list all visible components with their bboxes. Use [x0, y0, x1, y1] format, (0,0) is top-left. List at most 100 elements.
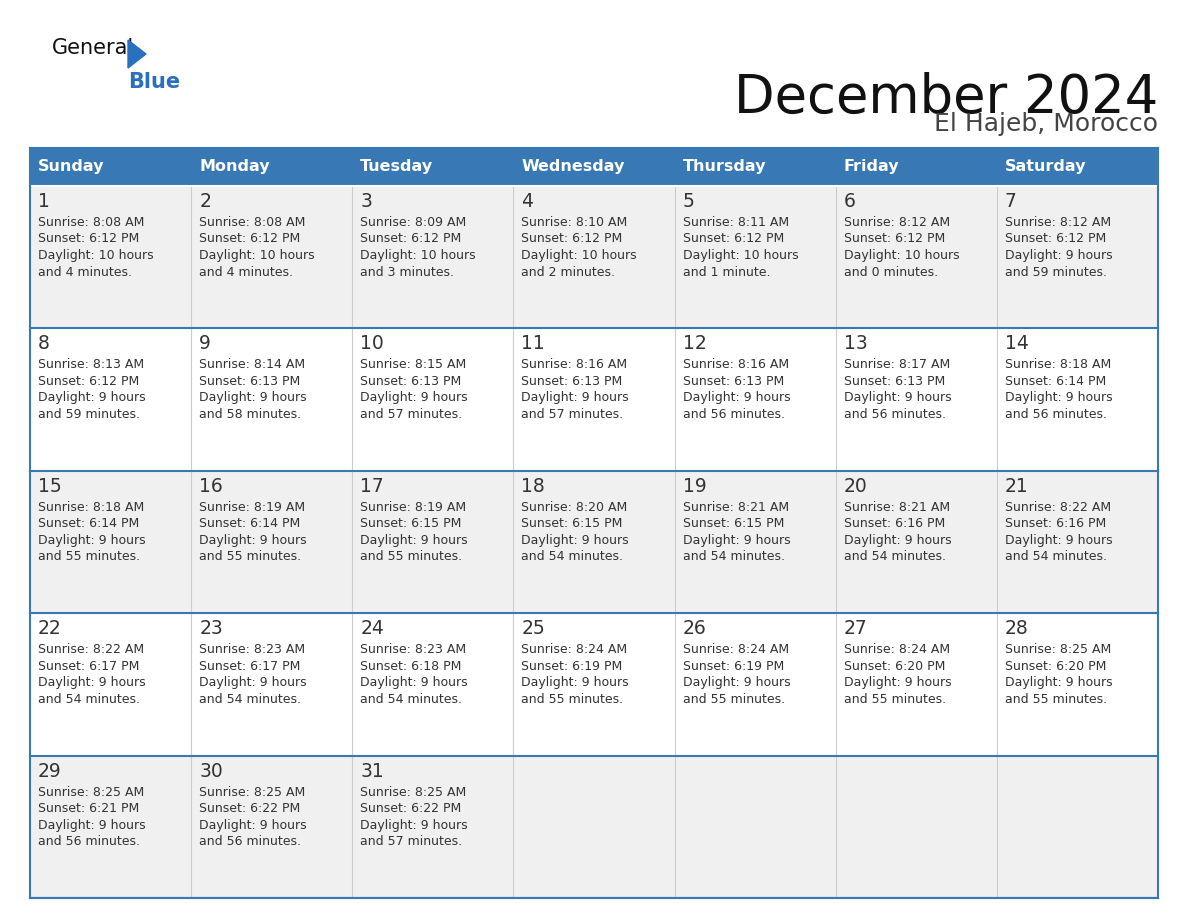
Text: Sunset: 6:17 PM: Sunset: 6:17 PM — [200, 660, 301, 673]
Text: 29: 29 — [38, 762, 62, 780]
Text: and 56 minutes.: and 56 minutes. — [38, 835, 140, 848]
Text: Daylight: 10 hours: Daylight: 10 hours — [200, 249, 315, 262]
Text: Sunset: 6:12 PM: Sunset: 6:12 PM — [38, 375, 139, 388]
Text: Sunrise: 8:23 AM: Sunrise: 8:23 AM — [360, 644, 467, 656]
Text: Sunset: 6:13 PM: Sunset: 6:13 PM — [843, 375, 944, 388]
Text: Sunrise: 8:21 AM: Sunrise: 8:21 AM — [683, 501, 789, 514]
Text: and 0 minutes.: and 0 minutes. — [843, 265, 937, 278]
Text: Daylight: 9 hours: Daylight: 9 hours — [38, 677, 146, 689]
Text: Daylight: 9 hours: Daylight: 9 hours — [360, 819, 468, 832]
Text: Daylight: 9 hours: Daylight: 9 hours — [360, 533, 468, 547]
Text: Sunset: 6:20 PM: Sunset: 6:20 PM — [843, 660, 946, 673]
Text: Blue: Blue — [128, 72, 181, 92]
Text: 28: 28 — [1005, 620, 1029, 638]
Text: and 58 minutes.: and 58 minutes. — [200, 408, 302, 420]
Text: and 54 minutes.: and 54 minutes. — [522, 550, 624, 564]
Text: Sunset: 6:17 PM: Sunset: 6:17 PM — [38, 660, 139, 673]
Text: Sunrise: 8:25 AM: Sunrise: 8:25 AM — [1005, 644, 1111, 656]
Text: December 2024: December 2024 — [734, 72, 1158, 124]
Text: Sunrise: 8:25 AM: Sunrise: 8:25 AM — [38, 786, 144, 799]
Text: Sunset: 6:13 PM: Sunset: 6:13 PM — [522, 375, 623, 388]
Text: and 57 minutes.: and 57 minutes. — [360, 408, 462, 420]
Text: 3: 3 — [360, 192, 372, 211]
Text: and 54 minutes.: and 54 minutes. — [843, 550, 946, 564]
Text: Sunrise: 8:19 AM: Sunrise: 8:19 AM — [200, 501, 305, 514]
Text: Sunrise: 8:18 AM: Sunrise: 8:18 AM — [38, 501, 144, 514]
Text: Daylight: 9 hours: Daylight: 9 hours — [200, 533, 307, 547]
Text: and 56 minutes.: and 56 minutes. — [1005, 408, 1107, 420]
Text: Daylight: 9 hours: Daylight: 9 hours — [843, 533, 952, 547]
Text: Sunset: 6:13 PM: Sunset: 6:13 PM — [360, 375, 461, 388]
Text: Sunrise: 8:14 AM: Sunrise: 8:14 AM — [200, 358, 305, 372]
Text: Sunset: 6:16 PM: Sunset: 6:16 PM — [1005, 518, 1106, 531]
Text: Sunrise: 8:24 AM: Sunrise: 8:24 AM — [683, 644, 789, 656]
Text: Sunrise: 8:09 AM: Sunrise: 8:09 AM — [360, 216, 467, 229]
Text: 27: 27 — [843, 620, 867, 638]
Text: 24: 24 — [360, 620, 384, 638]
Text: Daylight: 10 hours: Daylight: 10 hours — [522, 249, 637, 262]
Text: Sunset: 6:19 PM: Sunset: 6:19 PM — [522, 660, 623, 673]
Text: and 56 minutes.: and 56 minutes. — [843, 408, 946, 420]
Text: Sunrise: 8:18 AM: Sunrise: 8:18 AM — [1005, 358, 1111, 372]
Text: Daylight: 9 hours: Daylight: 9 hours — [200, 819, 307, 832]
Text: and 55 minutes.: and 55 minutes. — [360, 550, 462, 564]
Text: 11: 11 — [522, 334, 545, 353]
Text: 8: 8 — [38, 334, 50, 353]
Text: Sunrise: 8:21 AM: Sunrise: 8:21 AM — [843, 501, 950, 514]
Text: and 57 minutes.: and 57 minutes. — [522, 408, 624, 420]
Text: and 4 minutes.: and 4 minutes. — [200, 265, 293, 278]
Text: and 54 minutes.: and 54 minutes. — [683, 550, 784, 564]
Text: 23: 23 — [200, 620, 223, 638]
Text: Sunset: 6:18 PM: Sunset: 6:18 PM — [360, 660, 462, 673]
Text: 2: 2 — [200, 192, 211, 211]
Text: Friday: Friday — [843, 160, 899, 174]
Bar — [30, 329, 1158, 471]
Text: and 2 minutes.: and 2 minutes. — [522, 265, 615, 278]
Text: 18: 18 — [522, 476, 545, 496]
Text: 9: 9 — [200, 334, 211, 353]
Text: Sunday: Sunday — [38, 160, 105, 174]
Text: Sunset: 6:14 PM: Sunset: 6:14 PM — [200, 518, 301, 531]
Text: and 54 minutes.: and 54 minutes. — [1005, 550, 1107, 564]
Text: Sunrise: 8:19 AM: Sunrise: 8:19 AM — [360, 501, 467, 514]
Bar — [30, 148, 1158, 186]
Text: Sunrise: 8:08 AM: Sunrise: 8:08 AM — [200, 216, 305, 229]
Text: 7: 7 — [1005, 192, 1017, 211]
Text: Sunrise: 8:11 AM: Sunrise: 8:11 AM — [683, 216, 789, 229]
Text: Sunset: 6:21 PM: Sunset: 6:21 PM — [38, 802, 139, 815]
Bar — [30, 613, 1158, 756]
Text: General: General — [52, 38, 134, 58]
Text: Tuesday: Tuesday — [360, 160, 434, 174]
Polygon shape — [128, 40, 146, 68]
Text: and 55 minutes.: and 55 minutes. — [843, 693, 946, 706]
Text: Wednesday: Wednesday — [522, 160, 625, 174]
Text: 14: 14 — [1005, 334, 1029, 353]
Text: Sunrise: 8:22 AM: Sunrise: 8:22 AM — [1005, 501, 1111, 514]
Text: Sunset: 6:12 PM: Sunset: 6:12 PM — [522, 232, 623, 245]
Text: and 4 minutes.: and 4 minutes. — [38, 265, 132, 278]
Text: Sunset: 6:14 PM: Sunset: 6:14 PM — [38, 518, 139, 531]
Text: 1: 1 — [38, 192, 50, 211]
Text: Daylight: 9 hours: Daylight: 9 hours — [522, 533, 630, 547]
Text: Sunrise: 8:17 AM: Sunrise: 8:17 AM — [843, 358, 950, 372]
Text: Sunrise: 8:20 AM: Sunrise: 8:20 AM — [522, 501, 627, 514]
Text: Daylight: 9 hours: Daylight: 9 hours — [683, 391, 790, 405]
Text: Sunrise: 8:24 AM: Sunrise: 8:24 AM — [843, 644, 950, 656]
Text: 13: 13 — [843, 334, 867, 353]
Text: and 54 minutes.: and 54 minutes. — [200, 693, 301, 706]
Text: Sunrise: 8:15 AM: Sunrise: 8:15 AM — [360, 358, 467, 372]
Text: Daylight: 9 hours: Daylight: 9 hours — [360, 391, 468, 405]
Text: Daylight: 9 hours: Daylight: 9 hours — [1005, 249, 1112, 262]
Bar — [30, 471, 1158, 613]
Text: Daylight: 9 hours: Daylight: 9 hours — [38, 819, 146, 832]
Text: Daylight: 10 hours: Daylight: 10 hours — [683, 249, 798, 262]
Text: 30: 30 — [200, 762, 223, 780]
Text: Sunset: 6:12 PM: Sunset: 6:12 PM — [843, 232, 944, 245]
Text: Sunrise: 8:25 AM: Sunrise: 8:25 AM — [360, 786, 467, 799]
Text: 31: 31 — [360, 762, 384, 780]
Text: 20: 20 — [843, 476, 867, 496]
Bar — [30, 186, 1158, 329]
Text: Sunset: 6:20 PM: Sunset: 6:20 PM — [1005, 660, 1106, 673]
Text: Daylight: 10 hours: Daylight: 10 hours — [843, 249, 960, 262]
Text: Sunset: 6:12 PM: Sunset: 6:12 PM — [683, 232, 784, 245]
